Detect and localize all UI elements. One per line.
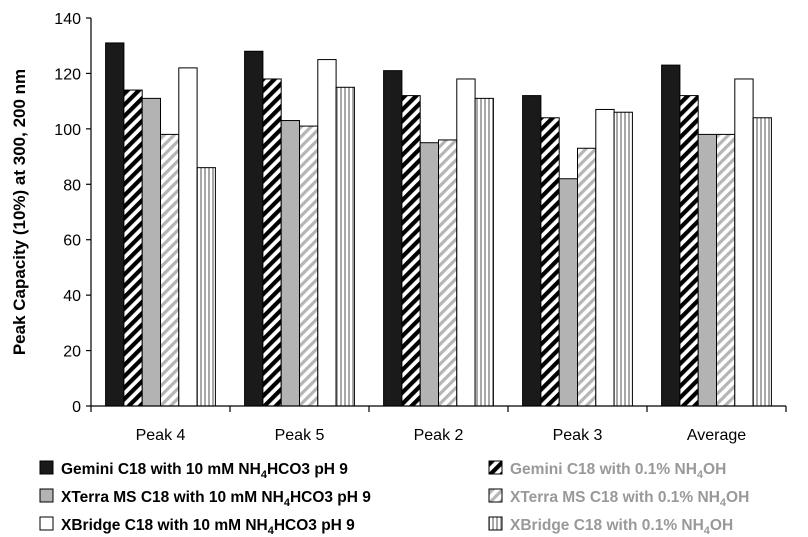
y-tick-label: 80 — [63, 177, 81, 194]
y-axis-label: Peak Capacity (10%) at 300, 200 nm — [10, 69, 29, 355]
legend-entry: XTerra MS C18 with 0.1% NH4OH — [510, 489, 749, 509]
legend-text-part: OH — [726, 489, 749, 506]
legend-text-part: HCO3 pH 9 — [274, 517, 355, 534]
bar-4-peak-3 — [577, 147, 597, 407]
bar-1-peak-4 — [105, 42, 125, 407]
bar-6-average — [752, 117, 772, 407]
legend-entry: Gemini C18 with 0.1% NH4OH — [510, 461, 726, 481]
legend-subscript: 4 — [268, 525, 275, 537]
legend: Gemini C18 with 10 mM NH4HCO3 pH 9 Gemini… — [39, 460, 749, 537]
bar-3-peak-4 — [141, 97, 161, 407]
bar-4-average — [716, 133, 736, 407]
bar-5-average — [734, 78, 754, 407]
bar-2-peak-2 — [401, 95, 421, 407]
legend-entry: Gemini C18 with 10 mM NH4HCO3 pH 9 — [61, 461, 348, 481]
bar-6-peak-5 — [335, 86, 355, 407]
y-tick-label: 40 — [63, 288, 81, 305]
legend-text-part: Gemini C18 with 0.1% NH — [510, 461, 697, 478]
legend-text-part: XTerra MS C18 with 0.1% NH — [510, 489, 720, 506]
legend-text-part: XTerra MS C18 with 10 mM NH — [61, 489, 284, 506]
legend-swatch — [39, 460, 54, 475]
bar-4-peak-4 — [160, 133, 180, 407]
y-tick-label: 60 — [63, 233, 81, 250]
legend-subscript: 4 — [720, 497, 727, 509]
legend-text-part: XBridge C18 with 10 mM NH — [61, 517, 268, 534]
legend-text-part: HCO3 pH 9 — [290, 489, 371, 506]
y-tick-label: 140 — [54, 11, 81, 28]
bar-3-average — [697, 133, 718, 407]
legend-swatch — [488, 488, 503, 503]
y-tick-label: 20 — [63, 344, 81, 361]
bar-2-peak-3 — [540, 117, 560, 407]
bar-2-average — [679, 95, 699, 407]
bar-5-peak-3 — [595, 108, 615, 407]
bar-3-peak-3 — [558, 178, 579, 407]
bar-2-peak-4 — [123, 89, 143, 407]
bar-3-peak-2 — [419, 142, 440, 407]
legend-text-part: XBridge C18 with 0.1% NH — [510, 517, 704, 534]
bar-4-peak-5 — [299, 125, 319, 407]
legend-subscript: 4 — [261, 469, 268, 481]
bar-1-average — [661, 64, 681, 407]
x-tick-label: Peak 4 — [136, 427, 186, 444]
legend-entry: XTerra MS C18 with 10 mM NH4HCO3 pH 9 — [61, 489, 371, 509]
legend-subscript: 4 — [704, 525, 711, 537]
y-axis-ticks: 0 20 40 60 80 100 120 140 — [54, 11, 91, 416]
bar-6-peak-3 — [613, 111, 633, 407]
legend-text-part: OH — [710, 517, 733, 534]
bar-1-peak-2 — [383, 70, 403, 407]
bar-5-peak-4 — [178, 67, 198, 407]
bar-1-peak-3 — [522, 95, 542, 407]
y-tick-label: 120 — [54, 66, 81, 83]
bar-4-peak-2 — [438, 139, 458, 407]
bars — [105, 42, 772, 407]
x-tick-label: Peak 5 — [275, 427, 325, 444]
x-axis-ticks: Peak 4 Peak 5 Peak 2 Peak 3 Average — [90, 406, 787, 444]
bar-5-peak-5 — [317, 59, 337, 407]
bar-5-peak-2 — [456, 78, 476, 407]
legend-subscript: 4 — [284, 497, 291, 509]
y-tick-label: 100 — [54, 122, 81, 139]
x-tick-label: Peak 3 — [553, 427, 603, 444]
bar-2-peak-5 — [262, 78, 282, 407]
bar-6-peak-2 — [474, 97, 494, 407]
x-tick-label: Average — [687, 427, 746, 444]
legend-entry: XBridge C18 with 0.1% NH4OH — [510, 517, 733, 537]
legend-text-part: OH — [703, 461, 726, 478]
legend-subscript: 4 — [697, 469, 704, 481]
legend-swatch — [39, 516, 54, 531]
legend-text-part: Gemini C18 with 10 mM NH — [61, 461, 261, 478]
legend-text-part: HCO3 pH 9 — [267, 461, 348, 478]
x-tick-label: Peak 2 — [414, 427, 464, 444]
bar-1-peak-5 — [244, 50, 264, 407]
legend-swatch — [488, 460, 503, 475]
legend-swatch — [39, 488, 54, 503]
bar-3-peak-5 — [280, 120, 301, 407]
bar-6-peak-4 — [196, 167, 216, 407]
legend-swatch — [488, 516, 503, 531]
legend-entry: XBridge C18 with 10 mM NH4HCO3 pH 9 — [61, 517, 355, 537]
y-tick-label: 0 — [72, 399, 81, 416]
